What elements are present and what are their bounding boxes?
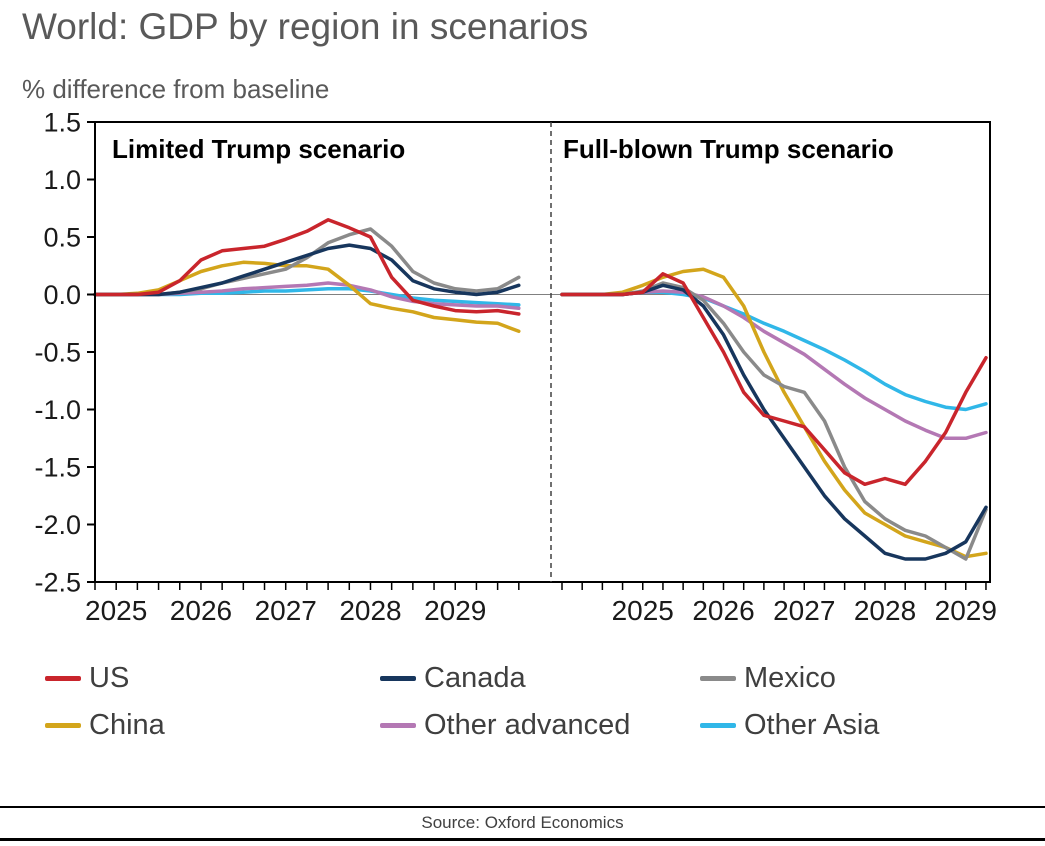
- y-axis-label: -2.0: [34, 510, 81, 540]
- legend-swatch-canada: [380, 676, 416, 681]
- chart-title: World: GDP by region in scenarios: [22, 6, 589, 47]
- y-axis-label: 0.5: [43, 222, 81, 252]
- series-line-us-panel1: [560, 272, 988, 487]
- plot-frame: [94, 121, 991, 583]
- x-axis-label: 2025: [85, 595, 147, 626]
- legend-label-mexico: Mexico: [744, 662, 836, 694]
- source-footer: Source: Oxford Economics: [0, 806, 1045, 841]
- y-axis-label: 1.0: [43, 165, 81, 195]
- legend-item-other-asia: Other Asia: [700, 709, 879, 742]
- x-axis-label: 2026: [170, 595, 232, 626]
- series-line-us-panel0: [93, 218, 521, 316]
- legend-item-china: China: [45, 709, 380, 742]
- y-axis-label: -1.5: [34, 452, 81, 482]
- legend-item-other-advanced: Other advanced: [380, 709, 700, 742]
- legend-item-mexico: Mexico: [700, 662, 879, 695]
- x-axis-label: 2026: [692, 595, 754, 626]
- y-axis-label: -2.5: [34, 567, 81, 597]
- y-axis-label: -1.0: [34, 395, 81, 425]
- legend-swatch-other-advanced: [380, 723, 416, 728]
- source-text: Source: Oxford Economics: [421, 813, 624, 832]
- legend-swatch-china: [45, 723, 81, 728]
- x-axis-label: 2028: [854, 595, 916, 626]
- legend-label-us: US: [89, 662, 130, 694]
- legend-swatch-other-asia: [700, 723, 736, 728]
- chart-canvas: 2025 2026 2027 2028 2029 Limited Trump scenar…: [34, 112, 997, 626]
- chart-subtitle: % difference from baseline: [22, 74, 330, 104]
- legend: US Canada Mexico China Other advanced Other A…: [45, 662, 879, 742]
- x-axis-label: 2028: [339, 595, 401, 626]
- legend-swatch-us: [45, 676, 81, 681]
- legend-swatch-mexico: [700, 676, 736, 681]
- legend-label-canada: Canada: [424, 662, 526, 694]
- x-axis-label: 2025: [612, 595, 674, 626]
- x-axis-label: 2027: [255, 595, 317, 626]
- y-axis-label: 1.5: [43, 112, 81, 137]
- series-line-other-advanced-panel1: [560, 289, 988, 441]
- series-line-china-panel1: [560, 267, 988, 559]
- legend-label-other-advanced: Other advanced: [424, 709, 631, 741]
- y-axis-label: 0.0: [43, 280, 81, 310]
- legend-item-canada: Canada: [380, 662, 700, 695]
- panel-label-full-blown: Full-blown Trump scenario: [563, 134, 894, 164]
- legend-item-us: US: [45, 662, 380, 695]
- legend-label-china: China: [89, 709, 165, 741]
- x-axis-label: 2029: [935, 595, 997, 626]
- series-line-other-asia-panel1: [560, 290, 988, 412]
- panel-label-limited: Limited Trump scenario: [112, 134, 405, 164]
- series-line-canada-panel0: [93, 243, 521, 297]
- series-line-china-panel0: [93, 260, 521, 334]
- y-axis-label: -0.5: [34, 337, 81, 367]
- x-axis-label: 2029: [424, 595, 486, 626]
- legend-label-other-asia: Other Asia: [744, 709, 880, 741]
- x-axis-label: 2027: [773, 595, 835, 626]
